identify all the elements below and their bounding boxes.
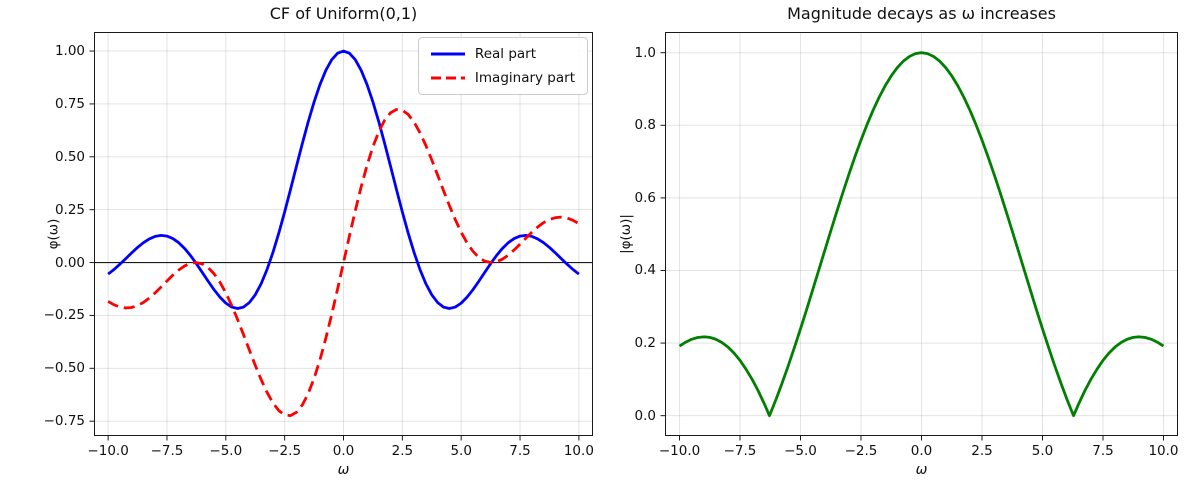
left-plot-title: CF of Uniform(0,1) — [269, 4, 418, 23]
x-tick-label: 0.0 — [332, 443, 355, 459]
x-tick-label: 5.0 — [1031, 443, 1054, 459]
x-tick-label: −5.0 — [784, 443, 817, 459]
real-part-legend-line — [430, 52, 465, 56]
y-tick-label: 0.0 — [634, 407, 656, 424]
magnitude-plot-canvas — [660, 32, 1178, 441]
x-tick-label: 7.5 — [1092, 443, 1114, 459]
x-tick-label: −7.5 — [723, 443, 757, 459]
axes-frame — [94, 32, 593, 436]
legend-label: Imaginary part — [474, 70, 575, 86]
y-tick-label: 0.2 — [634, 335, 656, 352]
imaginary-part-legend-line — [430, 76, 465, 80]
x-tick-label: −2.5 — [268, 443, 302, 459]
x-tick-label: 10.0 — [563, 443, 594, 459]
right-plot: Magnitude decays as ω increases |φ(ω)| ω… — [618, 4, 1179, 478]
legend: Real part Imaginary part — [417, 37, 588, 95]
legend-entry-real-part: Real part — [430, 46, 575, 62]
y-tick-label: 1.00 — [54, 43, 85, 60]
left-plot-xlabel: ω — [337, 462, 350, 478]
x-tick-label: −10.0 — [658, 443, 701, 459]
y-tick-label: 0.25 — [54, 201, 85, 218]
y-tick-label: −0.50 — [43, 360, 85, 377]
y-tick-label: 0.4 — [634, 262, 656, 279]
x-tick-label: 7.5 — [509, 443, 531, 459]
x-tick-label: 5.0 — [450, 443, 472, 459]
y-tick-label: −0.75 — [43, 413, 85, 430]
right-plot-title: Magnitude decays as ω increases — [787, 4, 1056, 23]
y-tick-label: 1.0 — [634, 44, 656, 61]
y-tick-label: 0.50 — [54, 148, 85, 165]
y-tick-label: 0.8 — [634, 117, 656, 134]
x-tick-label: −7.5 — [150, 443, 184, 459]
right-plot-xlabel: ω — [915, 462, 928, 478]
imaginary-part-curve — [107, 108, 580, 418]
axes-frame — [665, 32, 1178, 436]
y-tick-label: 0.75 — [54, 95, 85, 112]
x-tick-label: −5.0 — [209, 443, 243, 459]
x-tick-label: 0.0 — [910, 443, 933, 459]
y-tick-label: 0.00 — [54, 254, 85, 271]
legend-entry-imaginary-part: Imaginary part — [430, 70, 575, 86]
legend-label: Real part — [474, 46, 537, 62]
x-tick-label: 2.5 — [391, 443, 414, 459]
y-tick-label: 0.6 — [634, 189, 656, 206]
x-tick-label: 2.5 — [971, 443, 993, 459]
left-plot: CF of Uniform(0,1) φ(ω) ω −10.0 −7.5 −5.0−… — [44, 4, 594, 478]
magnitude-curve — [678, 51, 1165, 418]
right-plot-ylabel: |φ(ω)| — [618, 214, 634, 254]
x-tick-label: 10.0 — [1148, 443, 1179, 459]
cf-plot-canvas — [89, 32, 593, 441]
y-tick-label: −0.25 — [43, 307, 85, 324]
x-tick-label: −2.5 — [844, 443, 878, 459]
x-tick-label: −10.0 — [87, 443, 129, 459]
real-part-curve — [107, 49, 580, 310]
